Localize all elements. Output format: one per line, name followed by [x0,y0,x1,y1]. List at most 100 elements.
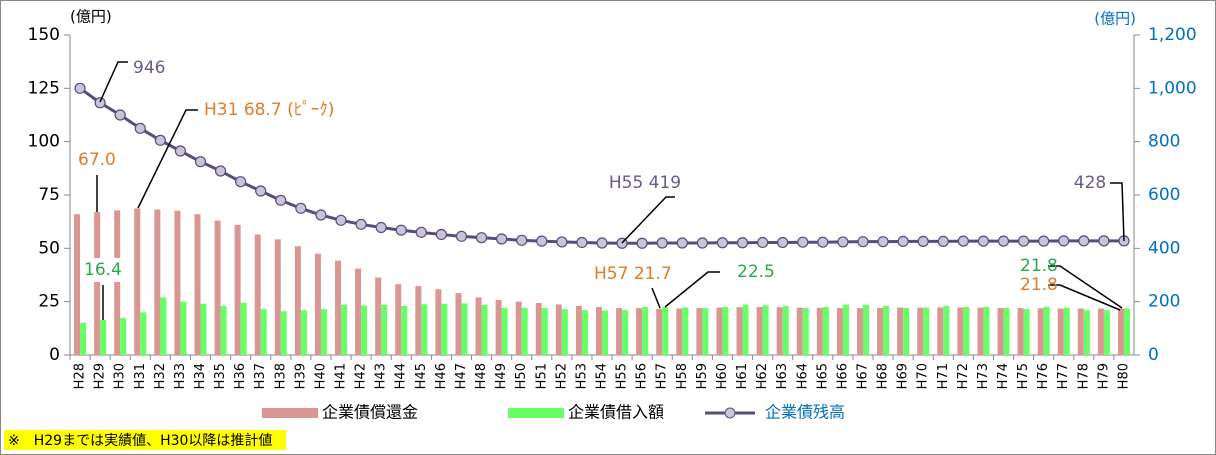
bar [461,303,468,355]
y-tick-label: 50 [38,238,60,258]
bar [435,289,442,355]
annotation: 22.5 [737,262,775,282]
bar [541,308,548,355]
bar [555,304,562,355]
bar [702,308,709,355]
bar [280,311,287,355]
bar [80,323,87,355]
legend-swatch [508,408,564,418]
x-tick-label: H64 [795,363,810,389]
bar [314,253,321,355]
bar [662,307,669,355]
bar [300,310,307,355]
x-tick-label: H38 [273,363,288,389]
bar [481,304,488,355]
bar [1097,308,1104,355]
bar [320,309,327,355]
legend-label: 企業債償還金 [322,403,418,422]
line-marker [475,232,488,244]
x-tick-label: H71 [936,363,951,389]
line-marker [937,235,949,247]
x-tick-label: H28 [73,363,88,389]
line-marker [857,236,869,248]
x-tick-label: H59 [695,363,710,389]
x-tick-label: H50 [514,363,529,389]
y-tick-label: 25 [38,292,60,312]
legend-label: 企業債残高 [765,403,845,422]
bar [963,307,970,355]
x-tick-label: H57 [655,363,670,389]
bar [535,302,542,355]
bar [421,304,428,355]
bar [842,304,849,355]
y2-tick-label: 200 [1148,292,1180,312]
x-tick-label: H33 [173,363,188,389]
bar [220,305,227,355]
bar [622,310,629,355]
note: ※ H29までは実績値、H30以降は推計値 [8,433,272,449]
line-marker [877,236,889,248]
line-marker [335,214,347,226]
bar [1117,308,1124,355]
y-tick-label: 100 [28,132,60,152]
line-marker [295,202,307,214]
bar [636,308,643,355]
bar [742,304,749,355]
line-marker [716,237,729,249]
annotation: H57 21.7 [594,264,672,284]
bar [1037,308,1044,355]
bar [254,234,261,355]
bar [642,307,649,355]
annotation-leader [1110,182,1125,242]
legend-marker [724,407,736,419]
line-marker [997,235,1010,247]
line-marker [74,82,86,94]
line-marker [1098,235,1110,247]
bar [114,210,121,355]
bar [515,301,522,355]
bar [822,307,829,355]
y2-tick-label: 1,200 [1148,25,1197,45]
bar [696,308,703,355]
y2-tick-label: 800 [1148,132,1180,152]
bar [1023,309,1030,355]
x-tick-label: H62 [755,363,770,389]
x-tick-label: H45 [414,363,429,389]
bar [1017,308,1024,355]
x-tick-label: H65 [815,363,830,389]
y-tick-label: 0 [49,345,60,365]
bar [722,307,729,355]
bar [415,286,422,355]
x-tick-label: H61 [735,363,750,389]
y2-tick-label: 1,000 [1148,78,1197,98]
x-tick-label: H34 [193,363,208,389]
x-tick-label: H35 [213,363,228,389]
bar [602,310,608,355]
bar [776,307,783,355]
bar [796,307,803,355]
line-marker [977,235,990,247]
x-tick-label: H69 [896,363,911,389]
x-tick-label: H56 [635,363,650,389]
bar [1003,308,1010,355]
line-marker [194,156,207,168]
x-tick-label: H51 [534,363,549,389]
line-marker [435,228,447,241]
line-marker [235,176,247,188]
line-marker [757,236,769,249]
x-tick-label: H67 [855,363,870,389]
bar [395,284,402,355]
bar [140,312,147,355]
bar [154,209,161,355]
annotation-box [80,258,128,282]
line-marker [957,235,969,247]
line-marker [134,122,146,134]
line-marker [315,209,327,221]
bar [561,309,568,355]
line-marker [355,218,367,230]
annotation: H55 419 [609,173,681,193]
line-marker [556,236,568,248]
line-marker [275,194,287,206]
bar [194,214,201,355]
bar [676,308,683,355]
